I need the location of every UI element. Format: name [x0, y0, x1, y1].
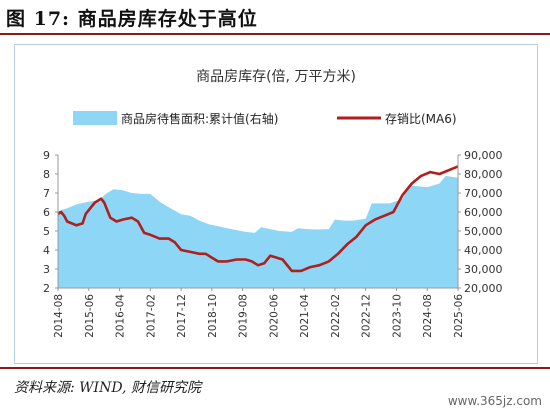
watermark: www.365jz.com: [447, 394, 542, 408]
area-series: [58, 175, 458, 288]
x-tick-label: 2024-08: [422, 294, 434, 338]
y-right-tick-label: 90,000: [464, 149, 503, 162]
x-tick-label: 2015-06: [84, 294, 96, 338]
figure-label: 图 17:: [6, 8, 71, 30]
x-tick-label: 2023-10: [391, 294, 403, 338]
y-left-tick-label: 6: [43, 206, 50, 219]
x-tick-label: 2016-04: [115, 294, 127, 338]
legend-area-label: 商品房待售面积:累计值(右轴): [121, 111, 278, 126]
y-right-tick-label: 40,000: [464, 244, 503, 257]
chart-title: 商品房库存(倍, 万平方米): [196, 69, 356, 85]
y-left-tick-label: 8: [43, 168, 50, 181]
x-tick-label: 2022-02: [330, 294, 342, 338]
x-tick-label: 2017-02: [145, 294, 157, 338]
y-left-tick-label: 9: [43, 149, 50, 162]
y-right-tick-label: 30,000: [464, 263, 503, 276]
figure-title: 图 17: 商品房库存处于高位: [6, 4, 258, 31]
y-left-tick-label: 7: [43, 187, 50, 200]
chart-svg: 商品房库存(倍, 万平方米) 商品房待售面积:累计值(右轴) 存销比(MA6) 2 3 4…: [43, 69, 503, 338]
y-right-tick-label: 80,000: [464, 168, 503, 181]
figure-title-text: 商品房库存处于高位: [77, 8, 258, 30]
y-left-tick-label: 3: [43, 263, 50, 276]
title-rule: [0, 33, 550, 35]
x-tick-label: 2022-12: [361, 294, 373, 338]
y-left-tick-label: 5: [43, 225, 50, 238]
y-left-tick-label: 4: [43, 244, 50, 257]
y-right-tick-label: 60,000: [464, 206, 503, 219]
legend-area-swatch: [73, 111, 117, 125]
x-tick-label: 2025-06: [453, 294, 465, 338]
x-tick-label: 2021-04: [299, 294, 311, 338]
chart-frame: 商品房库存(倍, 万平方米) 商品房待售面积:累计值(右轴) 存销比(MA6) 2 3 4…: [14, 44, 538, 364]
y-left-tick-label: 2: [43, 282, 50, 295]
y-right-tick-label: 20,000: [464, 282, 503, 295]
source-rule: [0, 367, 550, 369]
y-right-tick-label: 50,000: [464, 225, 503, 238]
source-note: 资料来源: WIND, 财信研究院: [14, 380, 201, 396]
legend-line-label: 存销比(MA6): [385, 112, 457, 126]
line-series: [57, 165, 459, 273]
x-tick-label: 2019-08: [238, 294, 250, 338]
x-tick-label: 2018-10: [207, 294, 219, 338]
x-tick-label: 2014-08: [53, 294, 65, 338]
x-tick-label: 2020-06: [268, 294, 280, 338]
x-tick-label: 2017-12: [176, 294, 188, 338]
y-right-tick-label: 70,000: [464, 187, 503, 200]
